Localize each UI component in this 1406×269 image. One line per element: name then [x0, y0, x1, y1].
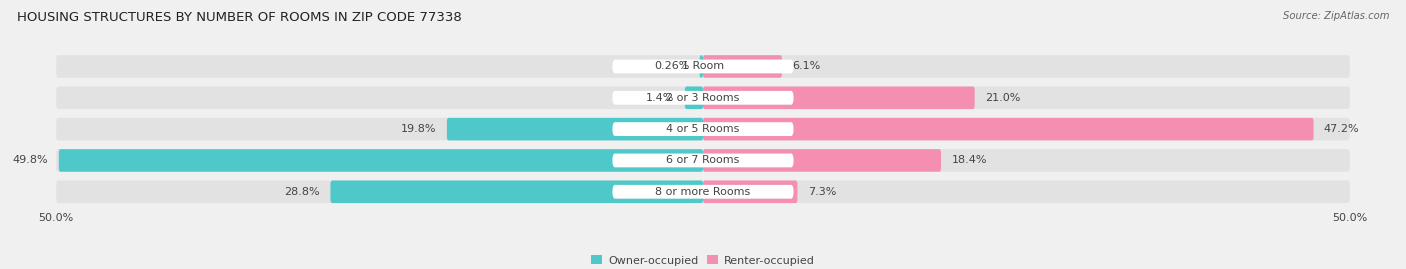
FancyBboxPatch shape — [700, 55, 703, 78]
Text: 8 or more Rooms: 8 or more Rooms — [655, 187, 751, 197]
FancyBboxPatch shape — [330, 180, 703, 203]
Text: HOUSING STRUCTURES BY NUMBER OF ROOMS IN ZIP CODE 77338: HOUSING STRUCTURES BY NUMBER OF ROOMS IN… — [17, 11, 461, 24]
Text: 7.3%: 7.3% — [808, 187, 837, 197]
FancyBboxPatch shape — [703, 87, 974, 109]
Text: 28.8%: 28.8% — [284, 187, 321, 197]
FancyBboxPatch shape — [613, 122, 793, 136]
FancyBboxPatch shape — [56, 87, 1350, 109]
Text: 4 or 5 Rooms: 4 or 5 Rooms — [666, 124, 740, 134]
Text: Source: ZipAtlas.com: Source: ZipAtlas.com — [1282, 11, 1389, 21]
FancyBboxPatch shape — [613, 154, 793, 167]
Text: 0.26%: 0.26% — [654, 61, 689, 72]
FancyBboxPatch shape — [703, 118, 1313, 140]
Text: 49.8%: 49.8% — [13, 155, 48, 165]
Text: 1.4%: 1.4% — [647, 93, 675, 103]
FancyBboxPatch shape — [613, 185, 793, 199]
FancyBboxPatch shape — [613, 59, 793, 73]
FancyBboxPatch shape — [447, 118, 703, 140]
FancyBboxPatch shape — [56, 180, 1350, 203]
Text: 2 or 3 Rooms: 2 or 3 Rooms — [666, 93, 740, 103]
Text: 47.2%: 47.2% — [1324, 124, 1360, 134]
FancyBboxPatch shape — [56, 55, 1350, 78]
Text: 6.1%: 6.1% — [792, 61, 821, 72]
Text: 21.0%: 21.0% — [986, 93, 1021, 103]
Text: 1 Room: 1 Room — [682, 61, 724, 72]
Text: 6 or 7 Rooms: 6 or 7 Rooms — [666, 155, 740, 165]
FancyBboxPatch shape — [59, 149, 703, 172]
Text: 18.4%: 18.4% — [952, 155, 987, 165]
FancyBboxPatch shape — [703, 149, 941, 172]
Text: 19.8%: 19.8% — [401, 124, 436, 134]
FancyBboxPatch shape — [56, 149, 1350, 172]
FancyBboxPatch shape — [56, 118, 1350, 140]
FancyBboxPatch shape — [703, 55, 782, 78]
FancyBboxPatch shape — [685, 87, 703, 109]
FancyBboxPatch shape — [613, 91, 793, 105]
FancyBboxPatch shape — [703, 180, 797, 203]
Legend: Owner-occupied, Renter-occupied: Owner-occupied, Renter-occupied — [592, 255, 814, 266]
